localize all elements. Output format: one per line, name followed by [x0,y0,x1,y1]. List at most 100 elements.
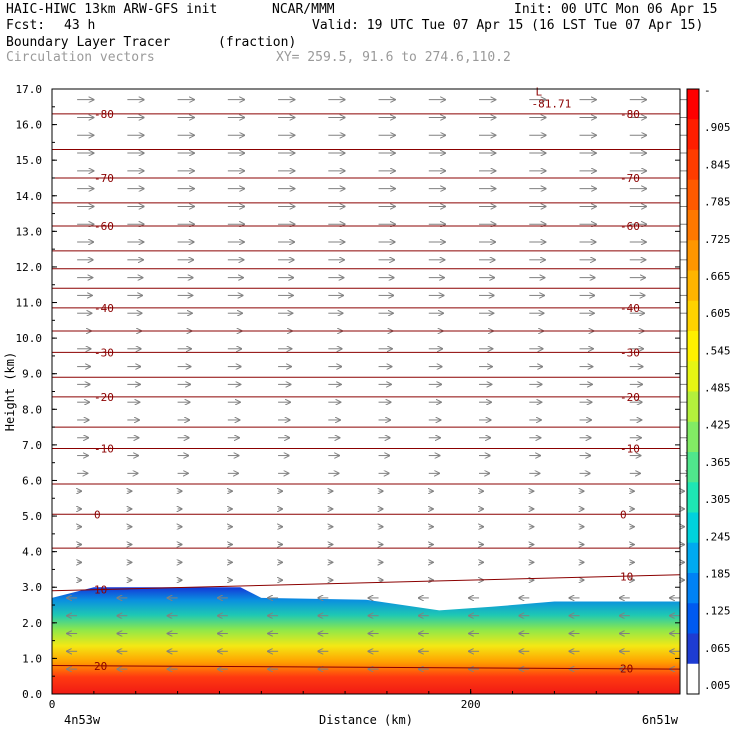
circulation-vectors [67,100,696,669]
colorbar-label: .125 [704,605,731,618]
temperature-contours: -80 -80 -70 -70 -60 -60 -40 -40 -30 -30 -20 -20 -10 -… [51,86,681,676]
contour-label: -60 [94,220,114,233]
y-tick-label: 1.0 [22,652,42,665]
valid-time: Valid: 19 UTC Tue 07 Apr 15 (16 LST Tue … [312,18,704,33]
colorbar-swatch [687,300,699,332]
tracer-fill-layer [52,587,680,694]
boundary-layer-tracer-fill [52,587,680,694]
y-tick-label: 5.0 [22,510,42,523]
y-tick-label: 9.0 [22,368,42,381]
contour-label: 10 [620,570,633,583]
y-tick-label: 13.0 [16,225,43,238]
colorbar-swatch [687,663,699,695]
y-tick-label: 8.0 [22,403,42,416]
x-tick-label: 0 [49,698,56,711]
y-tick-label: 15.0 [16,154,43,167]
contour-label: -80 [620,108,640,121]
y-tick-label: 7.0 [22,439,42,452]
contour-label: -30 [620,346,640,359]
contour-label: -20 [620,391,640,404]
contour-label: -80 [94,108,114,121]
contour-label: -70 [620,172,640,185]
contour-label: 0 [620,508,627,521]
contour-label: -70 [94,172,114,185]
colorbar-label: .185 [704,567,731,580]
y-tick-label: 14.0 [16,190,43,203]
colorbar-swatch [687,421,699,453]
y-tick-label: 12.0 [16,261,43,274]
colorbar-label: .905 [704,121,731,134]
colorbar-swatch [687,391,699,423]
y-tick-label: 6.0 [22,474,42,487]
colorbar-label: .425 [704,419,731,432]
contour-label: 0 [94,508,101,521]
colorbar-swatch [687,482,699,513]
colorbar-label: - [704,84,711,97]
colorbar-swatch [687,270,699,302]
left-endpoint-label: 4n53w [64,713,101,727]
colorbar-swatch [687,361,699,392]
colorbar-label: .005 [704,679,731,692]
field-name: Boundary Layer Tracer [6,35,171,50]
colorbar-swatch [687,210,699,241]
colorbar: - .905 .845 .785 .725 .665 .605 .545 .485 .425 .36… [686,84,731,695]
colorbar-swatch [687,512,699,544]
y-tick-label: 11.0 [16,297,43,310]
right-endpoint-label: 6n51w [642,713,679,727]
colorbar-swatch [687,573,699,604]
y-tick-label: 0.0 [22,688,42,701]
colorbar-swatch [687,179,699,211]
forecast-hours: 43 h [64,18,96,33]
xy-range: XY= 259.5, 91.6 to 274.6,110.2 [276,50,511,65]
temperature-contour [51,574,681,592]
contour-label: 20 [94,660,107,673]
vectors-label: Circulation vectors [6,50,155,65]
y-tick-label: 10.0 [16,332,43,345]
colorbar-label: .665 [704,270,731,283]
minimum-marker-symbol: L [535,86,542,99]
y-tick-label: 17.0 [16,83,43,96]
colorbar-swatch [687,240,699,271]
colorbar-frame [686,88,700,695]
colorbar-swatch [687,119,699,150]
contour-label: -10 [94,442,114,455]
colorbar-swatch [687,633,699,665]
y-tick-label: 16.0 [16,119,43,132]
x-axis-label: Distance (km) [319,713,413,727]
colorbar-label: .365 [704,456,731,469]
field-units: (fraction) [218,35,297,50]
contour-label: 10 [94,584,107,597]
colorbar-label: .785 [704,196,731,209]
colorbar-swatch [687,603,699,634]
y-tick-label: 4.0 [22,546,42,559]
model-title: HAIC-HIWC 13km ARW-GFS init [6,2,218,17]
y-axis-label: Height (km) [3,352,17,431]
colorbar-swatch [687,542,699,574]
colorbar-swatch [687,452,699,483]
contour-label: -40 [94,302,114,315]
contour-label: 20 [620,663,633,676]
colorbar-label: .485 [704,382,731,395]
init-time: Init: 00 UTC Mon 06 Apr 15 [514,2,718,17]
y-tick-label: 3.0 [22,581,42,594]
colorbar-label: .545 [704,344,731,357]
colorbar-label: .725 [704,233,731,246]
colorbar-label: .605 [704,307,731,320]
contour-label: -30 [94,346,114,359]
colorbar-label: .245 [704,530,731,543]
colorbar-label: .065 [704,642,731,655]
org-label: NCAR/MMM [272,2,335,17]
contour-label: -60 [620,220,640,233]
colorbar-label: .845 [704,158,731,171]
plot-axes: 0.0 1.0 2.0 3.0 4.0 5.0 6.0 7.0 8.0 9.0 10.0 11.0 12… [3,83,681,727]
colorbar-swatch [687,331,699,362]
y-tick-label: 2.0 [22,617,42,630]
contour-label: -20 [94,391,114,404]
temperature-contour [51,665,681,670]
colorbar-swatch [687,89,699,120]
minimum-marker-value: -81.71 [531,98,571,111]
forecast-label: Fcst: [6,18,46,33]
contour-label: -40 [620,302,640,315]
colorbar-label: .305 [704,493,731,506]
